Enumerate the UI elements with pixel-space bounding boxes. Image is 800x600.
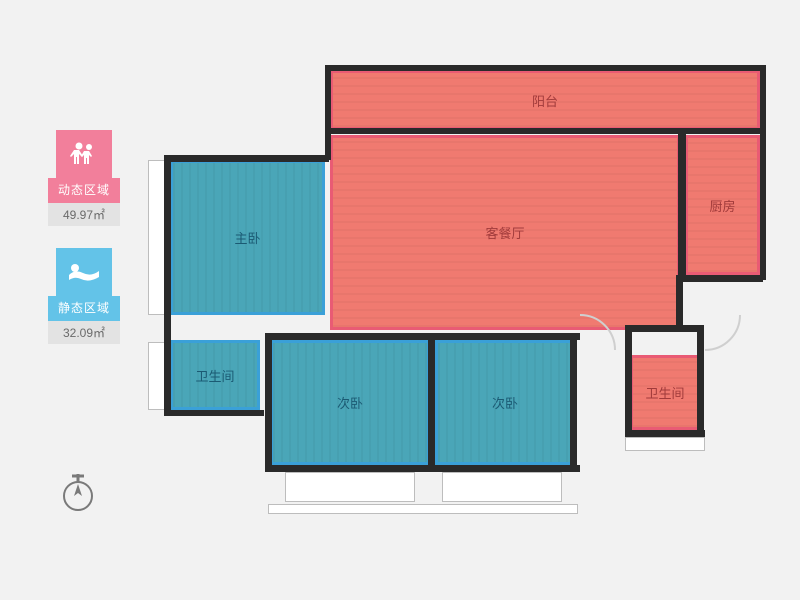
wall-segment [625,430,705,437]
exterior-slab [442,472,562,502]
wall-segment [625,325,632,435]
wall-segment [325,65,765,71]
room-label: 次卧 [337,393,363,412]
room-bath1: 卫生间 [170,340,260,410]
room-master: 主卧 [170,160,325,315]
room-bed3: 次卧 [435,340,575,465]
legend-static-value: 32.09㎡ [48,321,120,344]
room-label: 厨房 [709,196,735,215]
wall-segment [678,132,686,280]
room-bed2: 次卧 [270,340,430,465]
room-label: 主卧 [234,228,260,247]
legend: 动态区域 49.97㎡ 静态区域 32.09㎡ [48,130,120,366]
exterior-slab [268,504,578,514]
wall-segment [265,333,272,468]
wall-segment [325,65,331,160]
wall-segment [265,465,580,472]
room-kitchen: 厨房 [685,135,760,275]
wall-segment [676,275,683,330]
legend-dynamic-title: 动态区域 [48,178,120,203]
wall-segment [325,128,765,134]
wall-segment [678,275,763,282]
room-label: 次卧 [492,393,518,412]
wall-segment [760,65,766,280]
legend-static-title: 静态区域 [48,296,120,321]
legend-dynamic: 动态区域 49.97㎡ [48,130,120,226]
wall-segment [265,333,580,340]
rest-icon [56,248,112,296]
room-label: 客餐厅 [485,223,524,242]
floor-plan: 阳台客餐厅 厨房卫生间 主卧卫生间次卧 次卧 [170,60,790,560]
room-living: 客餐厅 [330,135,680,330]
room-bath2: 卫生间 [630,355,700,430]
people-icon [56,130,112,178]
room-label: 卫生间 [645,383,684,402]
exterior-slab [625,437,705,451]
wall-segment [697,325,704,435]
exterior-slab [285,472,415,502]
legend-static: 静态区域 32.09㎡ [48,248,120,344]
room-label: 阳台 [532,91,558,110]
wall-segment [570,333,577,468]
wall-segment [164,410,264,416]
room-label: 卫生间 [195,366,234,385]
wall-segment [625,325,703,332]
room-balcony: 阳台 [330,70,760,130]
wall-segment [164,155,171,415]
legend-dynamic-value: 49.97㎡ [48,203,120,226]
compass-icon [58,470,98,519]
wall-segment [428,333,435,468]
wall-segment [164,155,329,162]
